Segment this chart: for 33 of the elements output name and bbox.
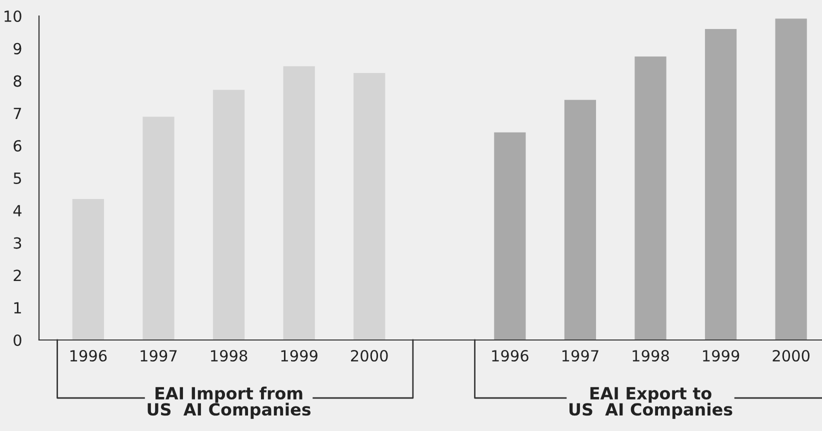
x-tick-label: 2000: [772, 350, 810, 362]
y-tick-label: 7: [14, 108, 22, 120]
x-tick-label: 1997: [140, 350, 177, 362]
y-tick-label: 8: [14, 75, 22, 87]
bar: [634, 56, 666, 340]
bar: [283, 66, 315, 340]
bar: [142, 116, 174, 340]
x-tick-label: 2000: [351, 350, 388, 362]
y-tick-label: 6: [14, 140, 22, 152]
y-tick-label: 9: [14, 42, 22, 54]
y-tick-label: 10: [4, 10, 22, 22]
bar: [212, 90, 245, 340]
bar: [494, 132, 526, 340]
x-tick-label: 1998: [211, 350, 248, 362]
x-tick-label: 1996: [70, 350, 107, 362]
y-tick-label: 4: [13, 205, 22, 216]
x-tick-label: 1997: [562, 350, 598, 362]
bar: [354, 73, 386, 340]
x-tick-label: 1996: [492, 350, 528, 362]
bar: [564, 100, 596, 340]
y-tick-label: 2: [14, 270, 21, 282]
y-tick-label: 3: [14, 237, 22, 249]
x-tick-label: 1999: [703, 350, 740, 362]
x-tick-label: 1999: [281, 350, 318, 362]
text: EAI Export to US AI Companies: [569, 387, 732, 419]
bar: [72, 199, 104, 340]
y-tick-label: 1: [14, 302, 21, 314]
y-tick-label: 5: [14, 172, 21, 184]
bar: [775, 18, 807, 340]
y-tick-label: 0: [14, 334, 22, 346]
bar: [704, 28, 737, 340]
text: EAI Import from US AI Companies: [148, 386, 311, 419]
x-tick-label: 1998: [632, 350, 669, 362]
